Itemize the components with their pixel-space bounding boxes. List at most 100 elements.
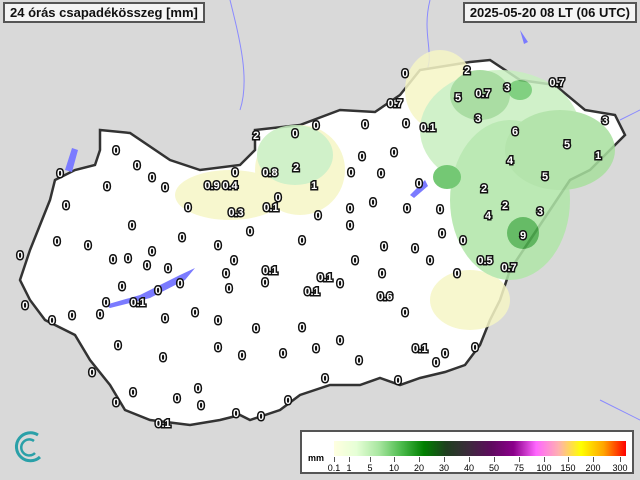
station-value: 0.9 bbox=[204, 180, 219, 192]
station-value: 0 bbox=[370, 197, 376, 209]
station-value: 0 bbox=[347, 220, 353, 232]
station-value: 0 bbox=[165, 263, 171, 275]
station-value: 0 bbox=[280, 348, 286, 360]
station-value: 2 bbox=[253, 130, 259, 142]
station-value: 0 bbox=[275, 192, 281, 204]
legend-tick-label: 30 bbox=[438, 463, 450, 473]
station-value: 2 bbox=[464, 65, 470, 77]
station-value: 0 bbox=[348, 167, 354, 179]
station-value: 0 bbox=[185, 202, 191, 214]
station-value: 0 bbox=[253, 323, 259, 335]
station-value: 5 bbox=[564, 139, 570, 151]
station-value: 0.6 bbox=[377, 291, 392, 303]
station-value: 0 bbox=[427, 255, 433, 267]
station-value: 0 bbox=[192, 307, 198, 319]
logo-icon bbox=[14, 431, 42, 463]
valid-time: 2025-05-20 08 LT (06 UTC) bbox=[462, 2, 637, 23]
station-value: 0 bbox=[119, 281, 125, 293]
station-value: 0 bbox=[337, 335, 343, 347]
station-value: 1 bbox=[595, 150, 601, 162]
legend-tick-label: 200 bbox=[585, 463, 601, 473]
legend-tick-label: 40 bbox=[463, 463, 475, 473]
station-value: 0 bbox=[231, 255, 237, 267]
station-value: 0 bbox=[198, 400, 204, 412]
station-value: 3 bbox=[475, 113, 481, 125]
station-value: 0 bbox=[54, 236, 60, 248]
station-value: 6 bbox=[512, 126, 518, 138]
legend-tick-mark bbox=[334, 457, 335, 462]
station-value: 0 bbox=[57, 168, 63, 180]
station-value: 0 bbox=[285, 395, 291, 407]
legend-tick-mark bbox=[544, 457, 545, 462]
map-title: 24 órás csapadékösszeg [mm] bbox=[3, 2, 205, 23]
station-value: 0 bbox=[144, 260, 150, 272]
station-value: 0.8 bbox=[262, 167, 277, 179]
station-value: 0 bbox=[22, 300, 28, 312]
lakes bbox=[65, 30, 528, 308]
station-value: 0 bbox=[63, 200, 69, 212]
station-value: 3 bbox=[504, 82, 510, 94]
station-value: 0 bbox=[97, 309, 103, 321]
legend-tick-mark bbox=[519, 457, 520, 462]
station-value: 0.5 bbox=[477, 255, 492, 267]
station-value: 0 bbox=[313, 343, 319, 355]
station-value: 2 bbox=[481, 183, 487, 195]
station-value: 0.1 bbox=[420, 122, 435, 134]
station-value: 0.1 bbox=[130, 297, 145, 309]
station-value: 0.3 bbox=[228, 207, 243, 219]
station-value: 0 bbox=[313, 120, 319, 132]
station-value: 0 bbox=[239, 350, 245, 362]
station-value: 0 bbox=[402, 307, 408, 319]
station-value: 0.1 bbox=[262, 265, 277, 277]
station-value: 0 bbox=[226, 283, 232, 295]
legend-tick-mark bbox=[349, 457, 350, 462]
legend-tick-label: 10 bbox=[388, 463, 400, 473]
station-value: 0 bbox=[404, 203, 410, 215]
station-value: 2 bbox=[293, 162, 299, 174]
station-value: 0 bbox=[110, 254, 116, 266]
station-value: 0 bbox=[104, 181, 110, 193]
legend-tick-mark bbox=[469, 457, 470, 462]
station-value: 0 bbox=[247, 226, 253, 238]
station-value: 0.7 bbox=[501, 262, 516, 274]
station-value: 5 bbox=[455, 92, 461, 104]
station-value: 0 bbox=[129, 220, 135, 232]
station-value: 0.1 bbox=[155, 418, 170, 430]
station-value: 4 bbox=[507, 155, 514, 167]
station-value: 0 bbox=[113, 397, 119, 409]
station-value: 3 bbox=[602, 115, 608, 127]
station-value: 0.1 bbox=[317, 272, 332, 284]
station-value: 5 bbox=[542, 171, 548, 183]
station-value: 0 bbox=[439, 228, 445, 240]
station-value: 0 bbox=[215, 315, 221, 327]
station-value: 0 bbox=[85, 240, 91, 252]
station-value: 0 bbox=[362, 119, 368, 131]
station-value: 0 bbox=[299, 235, 305, 247]
station-value: 0 bbox=[215, 240, 221, 252]
station-value: 0 bbox=[233, 408, 239, 420]
legend-tick-mark bbox=[419, 457, 420, 462]
station-value: 0 bbox=[17, 250, 23, 262]
station-value: 0 bbox=[442, 348, 448, 360]
legend-tick-label: 0.1 bbox=[327, 463, 341, 473]
station-value: 0 bbox=[258, 411, 264, 423]
station-value: 0 bbox=[195, 383, 201, 395]
legend-tick-mark bbox=[394, 457, 395, 462]
station-value: 0 bbox=[162, 313, 168, 325]
precipitation-fields bbox=[175, 50, 615, 330]
station-value: 0 bbox=[352, 255, 358, 267]
legend-tick-mark bbox=[620, 457, 621, 462]
station-value: 0 bbox=[89, 367, 95, 379]
station-value: 0 bbox=[460, 235, 466, 247]
station-value: 0 bbox=[379, 268, 385, 280]
legend-tick-label: 5 bbox=[367, 463, 373, 473]
station-value: 0 bbox=[433, 357, 439, 369]
station-value: 0 bbox=[292, 128, 298, 140]
station-value: 0 bbox=[402, 68, 408, 80]
legend-tick-label: 50 bbox=[488, 463, 500, 473]
station-value: 0 bbox=[472, 342, 478, 354]
station-value: 0 bbox=[125, 253, 131, 265]
station-value: 0 bbox=[223, 268, 229, 280]
legend-tick-label: 20 bbox=[413, 463, 425, 473]
